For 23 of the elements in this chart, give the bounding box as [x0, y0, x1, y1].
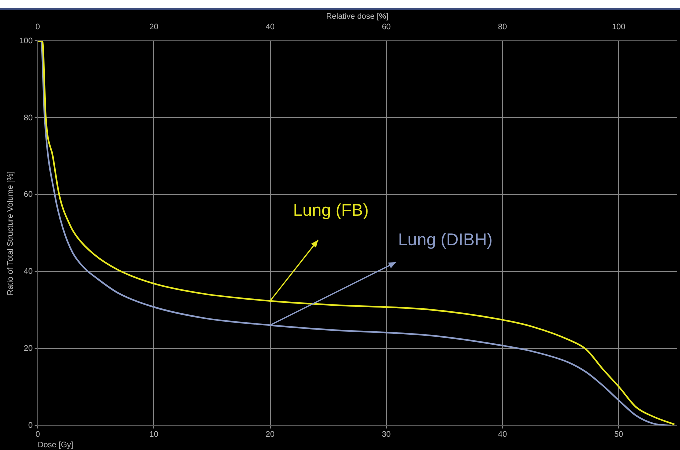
x2-tick-label: 100	[612, 22, 626, 32]
x-axis-title: Dose [Gy]	[38, 440, 74, 450]
y-tick-label: 0	[28, 421, 34, 430]
text: Lung (DIBH)	[398, 230, 493, 250]
y-tick-label: 80	[24, 113, 34, 122]
y-tick-label: 60	[24, 190, 34, 200]
y-tick-label: 40	[24, 267, 34, 276]
y-tick-label: 20	[24, 344, 34, 354]
x-tick-label: 50	[614, 430, 624, 439]
y-tick-label: 100	[20, 36, 34, 46]
x2-tick-label: 20	[150, 22, 160, 32]
x2-tick-label: 80	[498, 22, 508, 32]
x-tick-label: 10	[150, 430, 160, 439]
text: Lung (FB)	[293, 201, 369, 220]
y-axis-title: Ratio of Total Structure Volume [%]	[6, 172, 16, 296]
x2-axis-title: Relative dose [%]	[326, 12, 389, 22]
x-tick-label: 40	[498, 430, 508, 439]
x-tick-label: 20	[266, 430, 276, 439]
x-tick-label: 30	[382, 430, 392, 439]
x-tick-label: 0	[36, 430, 41, 439]
x2-tick-label: 0	[36, 22, 41, 32]
x2-tick-label: 40	[266, 22, 276, 32]
x2-tick-label: 60	[382, 22, 392, 32]
